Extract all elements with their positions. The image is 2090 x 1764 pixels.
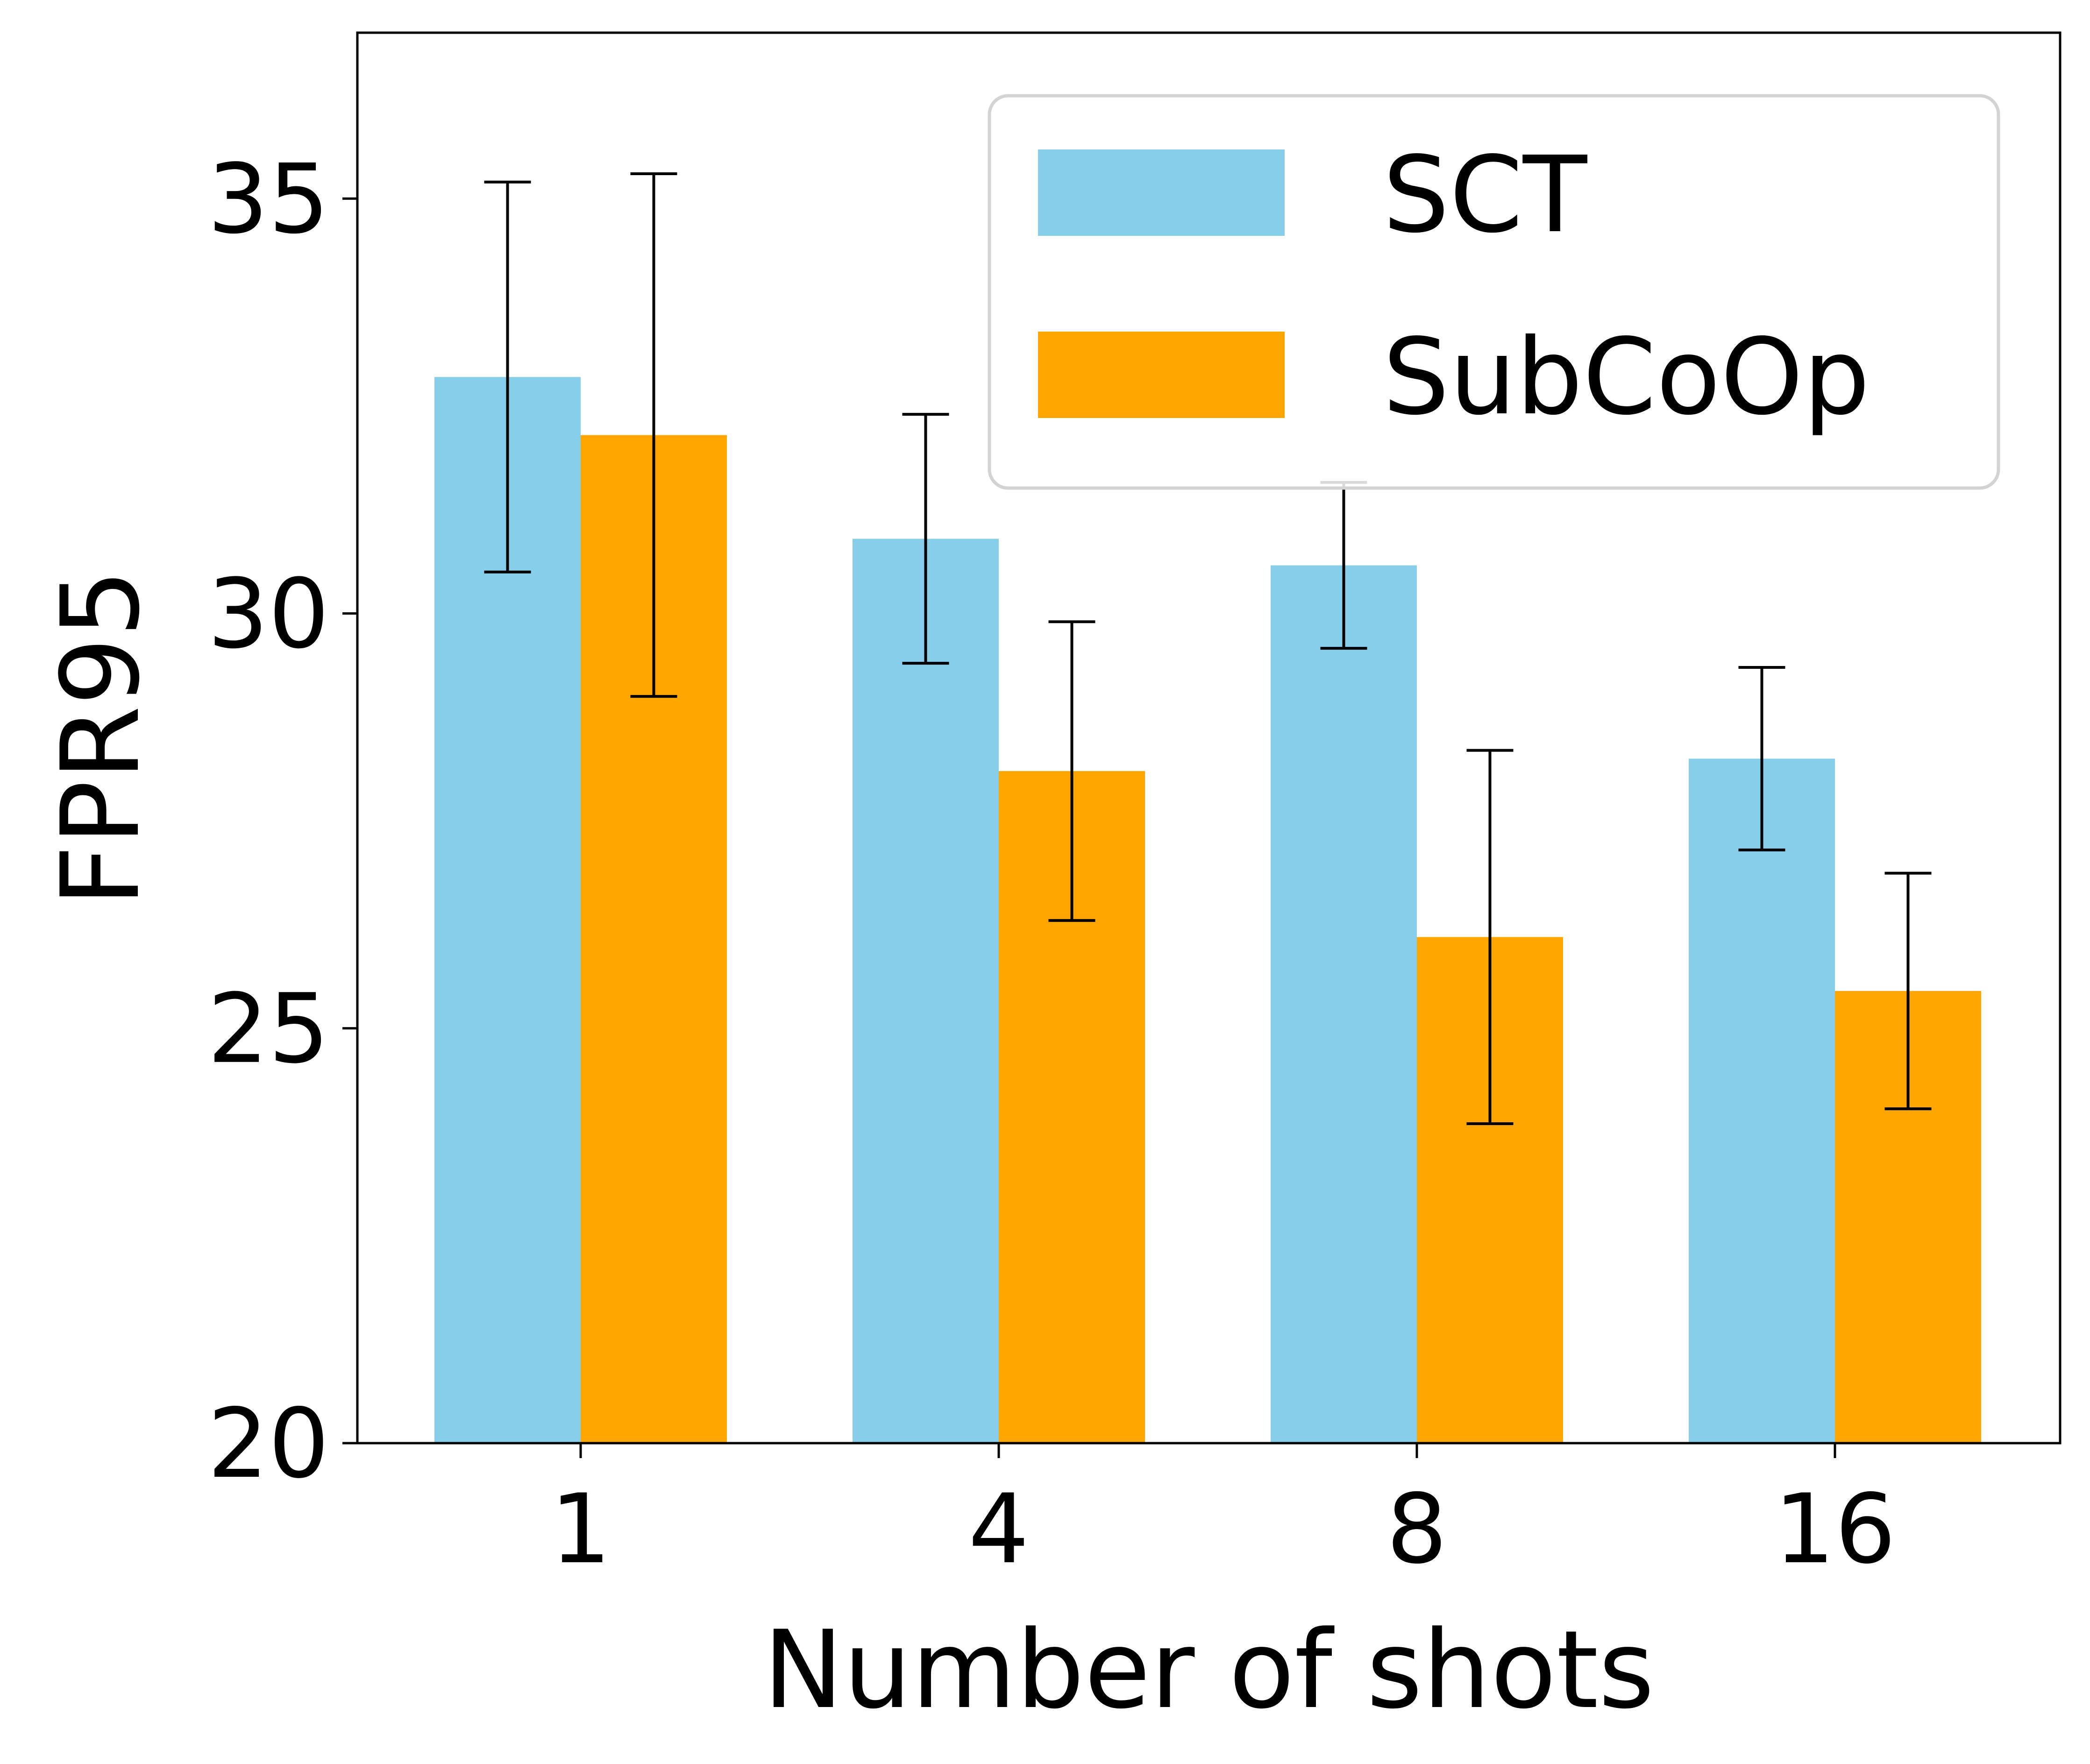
y-tick-label-20: 20 [207, 1389, 329, 1500]
legend-label-subcoop: SubCoOp [1383, 316, 1870, 439]
legend-label-sct: SCT [1383, 134, 1588, 256]
legend-swatch-subcoop [1038, 332, 1285, 418]
errorbar-sct-1 [484, 180, 531, 574]
y-tick-label-30: 30 [207, 559, 329, 670]
x-tick-label-1: 1 [550, 1474, 611, 1585]
legend-swatch-sct [1038, 149, 1285, 236]
x-tick-label-4: 4 [968, 1474, 1029, 1585]
bar-sct-4 [853, 538, 999, 1443]
bar-sct-16 [1689, 758, 1835, 1443]
bars-layer [434, 377, 1981, 1443]
x-axis: 1 4 8 16 [550, 1443, 1896, 1585]
y-tick-label-35: 35 [207, 144, 329, 255]
y-axis: 20 25 30 35 [207, 144, 357, 1500]
errorbar-subcoop-1 [630, 172, 677, 698]
errorbar-subcoop-8 [1466, 749, 1514, 1126]
errorbar-subcoop-4 [1048, 620, 1095, 922]
y-axis-title: FPR95 [39, 569, 164, 907]
errorbars-layer [484, 172, 1932, 1126]
errorbar-sct-16 [1738, 666, 1785, 851]
legend: SCT SubCoOp [988, 94, 2000, 490]
x-tick-label-8: 8 [1386, 1474, 1447, 1585]
errorbar-sct-4 [902, 413, 949, 665]
plot-frame [356, 31, 2062, 1445]
x-tick-label-16: 16 [1774, 1474, 1896, 1585]
errorbar-subcoop-16 [1884, 871, 1932, 1111]
bar-sct-8 [1271, 565, 1417, 1443]
y-tick-label-25: 25 [207, 974, 329, 1085]
x-axis-title: Number of shots [763, 1608, 1654, 1733]
